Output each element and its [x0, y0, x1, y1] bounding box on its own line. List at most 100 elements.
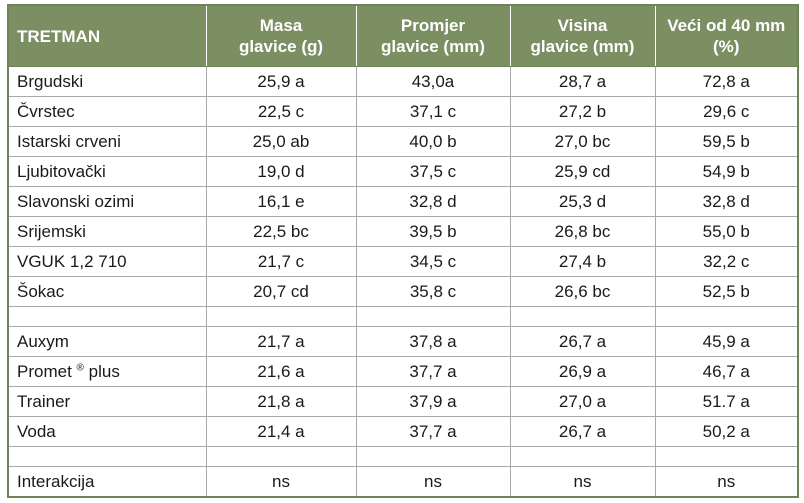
- data-row: Trainer 21,8 a 37,9 a 27,0 a 51.7 a: [7, 386, 799, 417]
- results-table: TRETMAN Masa glavice (g) Promjer glavice (mm…: [7, 4, 799, 498]
- table-body: Brgudski 25,9 a 43,0a 28,7 a 72,8 a Čvrstec 22…: [7, 66, 799, 498]
- separator-row: [7, 446, 799, 467]
- header-cell: Visina glavice (mm): [509, 4, 656, 67]
- value-cell: 22,5 bc: [205, 216, 357, 247]
- empty-cell: [355, 446, 511, 467]
- value-cell: ns: [509, 466, 656, 498]
- value-cell: 27,2 b: [509, 96, 656, 127]
- value-cell: 27,0 bc: [509, 126, 656, 157]
- value-cell: 21,8 a: [205, 386, 357, 417]
- value-cell: 39,5 b: [355, 216, 511, 247]
- value-cell: 40,0 b: [355, 126, 511, 157]
- label-text: Promet: [17, 361, 72, 381]
- separator-row: [7, 306, 799, 327]
- row-label: Slavonski ozimi: [7, 186, 207, 217]
- data-row: VGUK 1,2 710 21,7 c 34,5 c 27,4 b 32,2 c: [7, 246, 799, 277]
- value-cell: 50,2 a: [654, 416, 799, 447]
- data-row: Čvrstec 22,5 c 37,1 c 27,2 b 29,6 c: [7, 96, 799, 127]
- data-row: Voda 21,4 a 37,7 a 26,7 a 50,2 a: [7, 416, 799, 447]
- header-text: Promjer: [400, 16, 466, 35]
- value-cell: 59,5 b: [654, 126, 799, 157]
- value-cell: 21,7 a: [205, 326, 357, 357]
- value-cell: 32,2 c: [654, 246, 799, 277]
- row-label: Čvrstec: [7, 96, 207, 127]
- row-label: Voda: [7, 416, 207, 447]
- value-cell: 21,6 a: [205, 356, 357, 387]
- value-cell: 25,3 d: [509, 186, 656, 217]
- value-cell: 25,9 a: [205, 66, 357, 97]
- row-label: Šokac: [7, 276, 207, 307]
- value-cell: 21,4 a: [205, 416, 357, 447]
- value-cell: 26,9 a: [509, 356, 656, 387]
- empty-cell: [654, 446, 799, 467]
- value-cell: 26,7 a: [509, 326, 656, 357]
- value-cell: 51.7 a: [654, 386, 799, 417]
- value-cell: 37,5 c: [355, 156, 511, 187]
- data-row: Slavonski ozimi 16,1 e 32,8 d 25,3 d 32,8 d: [7, 186, 799, 217]
- value-cell: 20,7 cd: [205, 276, 357, 307]
- empty-cell: [509, 446, 656, 467]
- empty-cell: [509, 306, 656, 327]
- value-cell: ns: [355, 466, 511, 498]
- header-text: glavice (mm): [530, 37, 635, 56]
- header-row: TRETMAN Masa glavice (g) Promjer glavice (mm…: [7, 4, 799, 67]
- value-cell: 43,0a: [355, 66, 511, 97]
- value-cell: 29,6 c: [654, 96, 799, 127]
- value-cell: 37,9 a: [355, 386, 511, 417]
- superscript: ®: [76, 361, 84, 373]
- header-text: glavice (mm): [381, 37, 485, 56]
- data-row: Promet ® plus 21,6 a 37,7 a 26,9 a 46,7 a: [7, 356, 799, 387]
- value-cell: 45,9 a: [654, 326, 799, 357]
- row-label: Brgudski: [7, 66, 207, 97]
- value-cell: 27,4 b: [509, 246, 656, 277]
- value-cell: 37,7 a: [355, 416, 511, 447]
- value-cell: 55,0 b: [654, 216, 799, 247]
- header-cell: Veći od 40 mm (%): [654, 4, 799, 67]
- value-cell: 54,9 b: [654, 156, 799, 187]
- row-label: VGUK 1,2 710: [7, 246, 207, 277]
- row-label: Auxym: [7, 326, 207, 357]
- value-cell: 27,0 a: [509, 386, 656, 417]
- data-row: Istarski crveni 25,0 ab 40,0 b 27,0 bc 59,5 …: [7, 126, 799, 157]
- header-cell: Masa glavice (g): [205, 4, 357, 67]
- row-label: Istarski crveni: [7, 126, 207, 157]
- row-label: Trainer: [7, 386, 207, 417]
- data-row: Auxym 21,7 a 37,8 a 26,7 a 45,9 a: [7, 326, 799, 357]
- value-cell: 26,8 bc: [509, 216, 656, 247]
- data-row: Srijemski 22,5 bc 39,5 b 26,8 bc 55,0 b: [7, 216, 799, 247]
- value-cell: 34,5 c: [355, 246, 511, 277]
- value-cell: 52,5 b: [654, 276, 799, 307]
- value-cell: 19,0 d: [205, 156, 357, 187]
- row-label: Promet ® plus: [7, 356, 207, 387]
- row-label: Ljubitovački: [7, 156, 207, 187]
- value-cell: 37,7 a: [355, 356, 511, 387]
- value-cell: 21,7 c: [205, 246, 357, 277]
- value-cell: 16,1 e: [205, 186, 357, 217]
- header-text: Visina: [557, 16, 608, 35]
- empty-cell: [7, 306, 207, 327]
- header-text: TRETMAN: [17, 26, 101, 46]
- value-cell: 28,7 a: [509, 66, 656, 97]
- value-cell: 25,9 cd: [509, 156, 656, 187]
- header-text: Masa: [259, 16, 303, 35]
- value-cell: 37,1 c: [355, 96, 511, 127]
- value-cell: 37,8 a: [355, 326, 511, 357]
- empty-cell: [654, 306, 799, 327]
- empty-cell: [7, 446, 207, 467]
- row-label: Interakcija: [7, 466, 207, 498]
- data-row: Šokac 20,7 cd 35,8 c 26,6 bc 52,5 b: [7, 276, 799, 307]
- header-text: Veći od 40 mm: [667, 16, 786, 35]
- value-cell: 22,5 c: [205, 96, 357, 127]
- value-cell: 72,8 a: [654, 66, 799, 97]
- data-row: Brgudski 25,9 a 43,0a 28,7 a 72,8 a: [7, 66, 799, 97]
- header-cell: Promjer glavice (mm): [355, 4, 511, 67]
- table-wrap: TRETMAN Masa glavice (g) Promjer glavice (mm…: [7, 4, 799, 498]
- row-label: Srijemski: [7, 216, 207, 247]
- value-cell: 25,0 ab: [205, 126, 357, 157]
- value-cell: 32,8 d: [355, 186, 511, 217]
- value-cell: 35,8 c: [355, 276, 511, 307]
- data-row: Interakcija ns ns ns ns: [7, 466, 799, 498]
- value-cell: ns: [654, 466, 799, 498]
- header-text: (%): [713, 37, 740, 56]
- value-cell: 32,8 d: [654, 186, 799, 217]
